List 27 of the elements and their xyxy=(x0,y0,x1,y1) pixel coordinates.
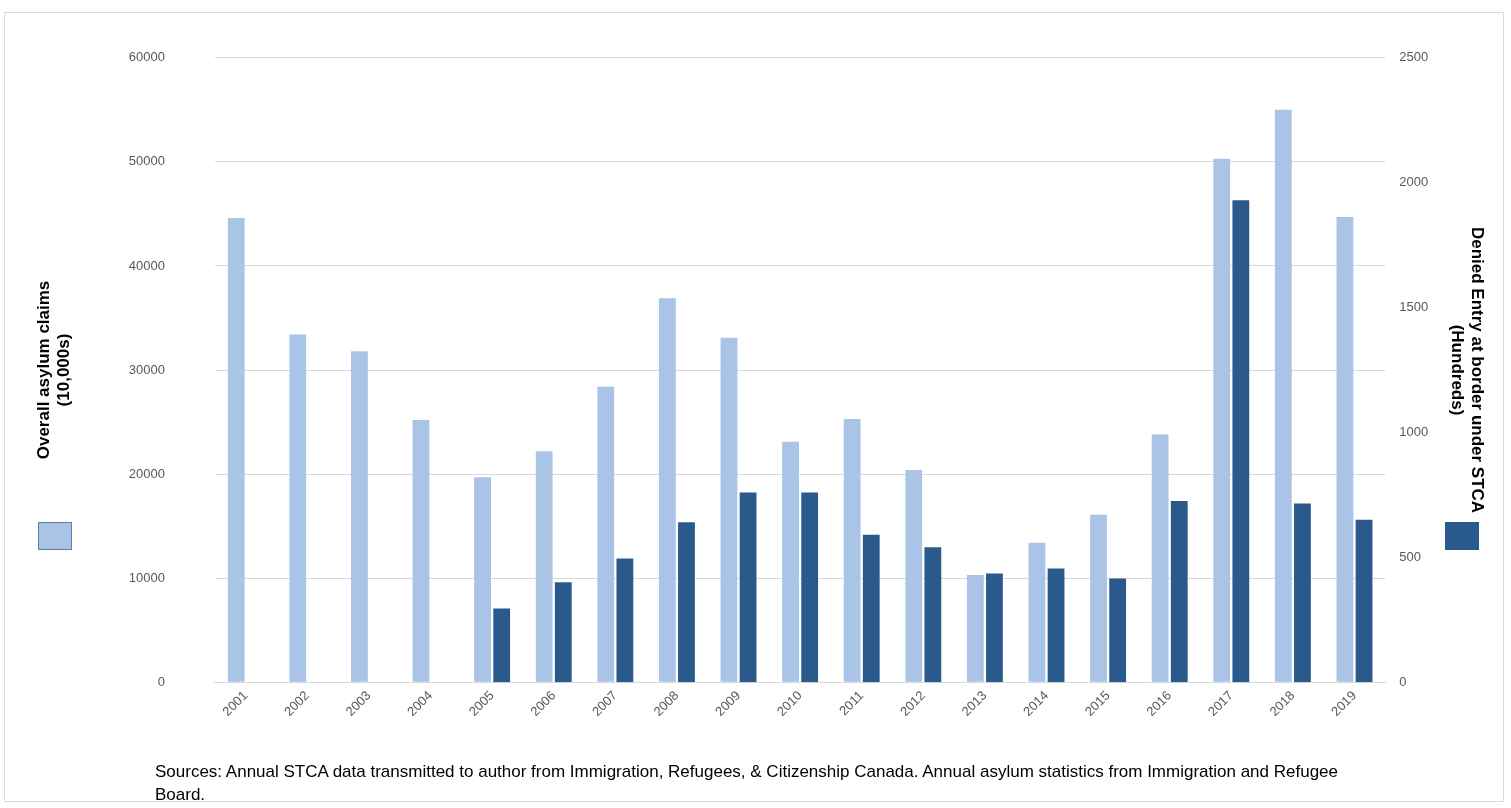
bar xyxy=(289,334,307,682)
bar xyxy=(597,386,615,682)
y-axis-title: Overall asylum claims (10,000s) xyxy=(33,280,74,460)
bar xyxy=(1274,109,1292,682)
bar xyxy=(412,419,430,682)
bar xyxy=(1336,217,1354,682)
y2-axis-title: Denied Entry at border under STCA (Hundreds) xyxy=(1447,226,1488,514)
y2-tick-label: 0 xyxy=(1399,673,1407,689)
y2-tick-label: 1500 xyxy=(1399,299,1429,315)
bar xyxy=(227,218,245,682)
y-tick-label: 20000 xyxy=(128,465,165,481)
y2-tick-label: 2000 xyxy=(1399,174,1429,190)
bar xyxy=(350,351,368,682)
bar xyxy=(1294,503,1311,683)
y2-tick-label: 2500 xyxy=(1399,49,1429,65)
bar xyxy=(535,451,553,682)
y-tick-label: 10000 xyxy=(128,569,165,585)
bar xyxy=(658,298,676,682)
source-note: Sources: Annual STCA data transmitted to author from Immigration, Refugees, & Citizenship Canada. Annual asylum statistics from Immigration and Refugee Board. xyxy=(155,761,1340,806)
y2-tick-label: 500 xyxy=(1399,548,1421,564)
y2-tick-label: 1000 xyxy=(1399,424,1429,440)
y-tick-label: 40000 xyxy=(128,257,165,273)
bar xyxy=(474,477,491,682)
y-tick-label: 60000 xyxy=(128,49,165,65)
y-tick-label: 50000 xyxy=(128,153,165,169)
y-tick-label: 30000 xyxy=(128,361,165,377)
y-tick-label: 0 xyxy=(157,673,165,689)
